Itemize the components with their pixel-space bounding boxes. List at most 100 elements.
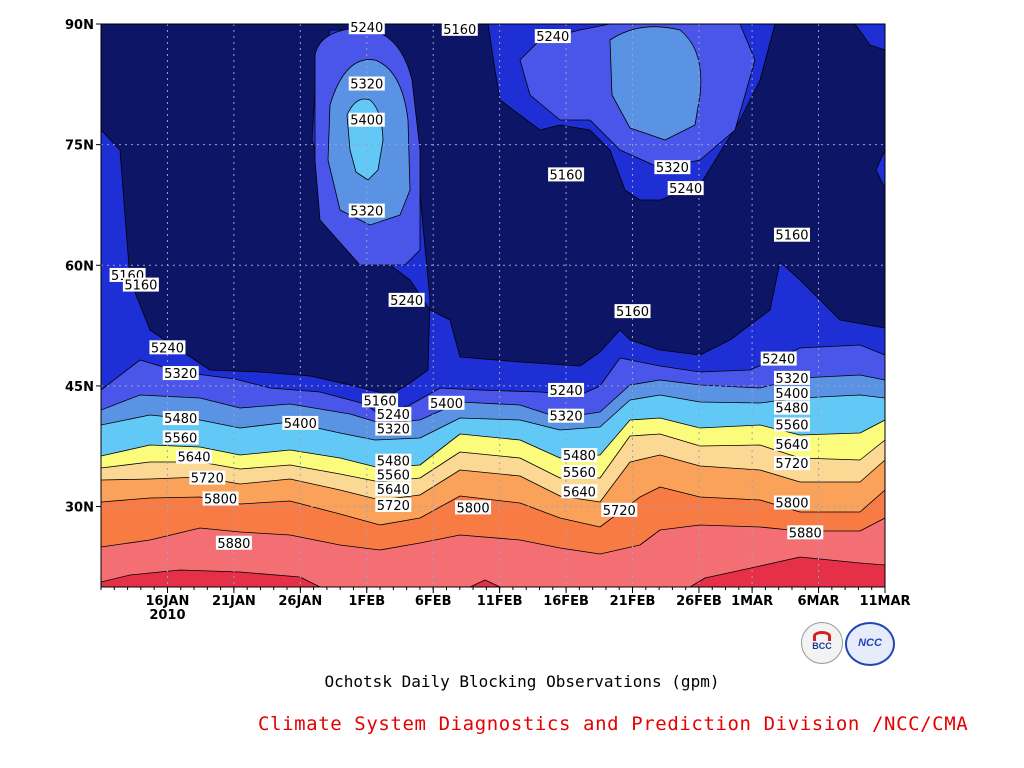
contour-label-box	[561, 484, 598, 499]
y-tick-label: 90N	[65, 18, 94, 33]
contour-label: 5560	[775, 419, 808, 434]
contour-label-box	[348, 20, 385, 35]
contour-label-box	[773, 495, 810, 510]
contour-label-box	[773, 456, 810, 471]
contour-label: 5320	[550, 410, 583, 425]
contour-label-box	[561, 448, 598, 463]
contour-labels: 5240 5160 52405320540053205160524053205160…	[109, 20, 824, 552]
contour-label: 5320	[775, 372, 808, 387]
credit-line: Climate System Diagnostics and Predictio…	[258, 713, 969, 735]
contour-label: 5320	[656, 161, 689, 176]
contour-label-box	[773, 417, 810, 432]
contour-label-box	[215, 535, 252, 550]
contour-label: 5800	[204, 493, 237, 508]
plot-frame	[100, 23, 886, 588]
contour-label: 5640	[177, 451, 210, 466]
y-tick-label: 30N	[65, 501, 94, 516]
contour-label: 5560	[563, 466, 596, 481]
contour-label-box	[162, 366, 199, 381]
contour-label: 5480	[377, 455, 410, 470]
contour-label: 5320	[350, 78, 383, 93]
grid-lines	[101, 24, 885, 587]
contour-label-box	[773, 436, 810, 451]
contour-label: 5480	[563, 449, 596, 464]
contour-label: 5320	[350, 205, 383, 220]
ncc-logo: NCC	[845, 622, 895, 666]
contour-label-box	[202, 491, 239, 506]
contour-label: 5160	[616, 305, 649, 320]
contour-label: 5240	[669, 182, 702, 197]
contour-label-box	[362, 393, 399, 408]
contour-label: 5800	[775, 497, 808, 512]
contour-label: 5160	[550, 168, 583, 183]
contour-label: 5240	[550, 384, 583, 399]
contour-label: 5640	[775, 438, 808, 453]
contour-label-box	[773, 227, 810, 242]
y-tick-label: 75N	[65, 139, 94, 154]
contour-label: 5880	[789, 526, 822, 541]
contour-label-box	[375, 497, 412, 512]
y-tick-label: 45N	[65, 380, 94, 395]
contour-label: 5640	[563, 485, 596, 500]
contour-label-box	[667, 181, 704, 196]
contour-label-box	[773, 400, 810, 415]
contour-label: 5320	[164, 367, 197, 382]
contour-label: 5240	[390, 294, 423, 309]
contour-band	[101, 517, 885, 587]
x-tick-label: 21FEB	[610, 594, 656, 609]
contour-label-box	[189, 470, 226, 485]
ncc-logo-text: NCC	[858, 637, 882, 649]
contour-label-box	[375, 481, 412, 496]
contour-label: 5240	[536, 30, 569, 45]
contour-label-box	[162, 411, 199, 426]
x-tick-label: 26FEB	[676, 594, 722, 609]
contour-label-box	[614, 304, 651, 319]
contour-label-box	[787, 525, 824, 540]
contour-label-box	[176, 449, 213, 464]
bcc-logo: BCC	[801, 622, 843, 664]
contour-label: 5720	[377, 499, 410, 514]
x-tick-label: 1MAR	[731, 594, 773, 609]
contour-label-box	[388, 292, 425, 307]
x-tick-label: 26JAN	[278, 594, 322, 609]
bcc-logo-text: BCC	[812, 641, 832, 651]
x-tick-label: 16JAN	[146, 594, 190, 609]
contour-label: 5160	[443, 23, 476, 38]
x-tick-label: 11FEB	[477, 594, 523, 609]
contour-label-box	[375, 421, 412, 436]
x-tick-label: 11MAR	[859, 594, 910, 609]
contour-label-box	[654, 160, 691, 175]
contour-label-box	[348, 203, 385, 218]
contour-label: 5560	[164, 431, 197, 446]
contour-label: 5480	[164, 412, 197, 427]
contour-label: 5160	[364, 394, 397, 409]
contour-label: 5400	[284, 417, 317, 432]
contour-label-box	[428, 395, 465, 410]
contour-label-box	[282, 415, 319, 430]
contour-band	[101, 569, 321, 587]
contour-label-box	[773, 370, 810, 385]
contour-label: 5480	[775, 402, 808, 417]
contour-band	[689, 556, 885, 587]
contour-label-box	[441, 21, 478, 36]
contour-label: 5160	[124, 279, 157, 294]
contour-label-box	[348, 76, 385, 91]
contour-label: 5640	[377, 483, 410, 498]
contour-label-box	[122, 277, 159, 292]
contour-label: 5240	[762, 353, 795, 368]
contour-label: 5400	[430, 397, 463, 412]
x-tick-label: 16FEB	[543, 594, 589, 609]
contour-label-box	[548, 408, 585, 423]
contour-label: 5560	[377, 468, 410, 483]
x-tick-label: 1FEB	[348, 594, 385, 609]
x-tick-label: 6FEB	[415, 594, 452, 609]
contour-label: 5400	[775, 387, 808, 402]
contour-band	[854, 24, 885, 51]
x-tick-label: 6MAR	[798, 594, 840, 609]
contour-label: 5160	[775, 229, 808, 244]
x-year-label: 2010	[149, 608, 185, 623]
contour-band	[469, 579, 501, 587]
contour-label: 5240	[350, 21, 383, 36]
contour-label-box	[149, 340, 186, 355]
